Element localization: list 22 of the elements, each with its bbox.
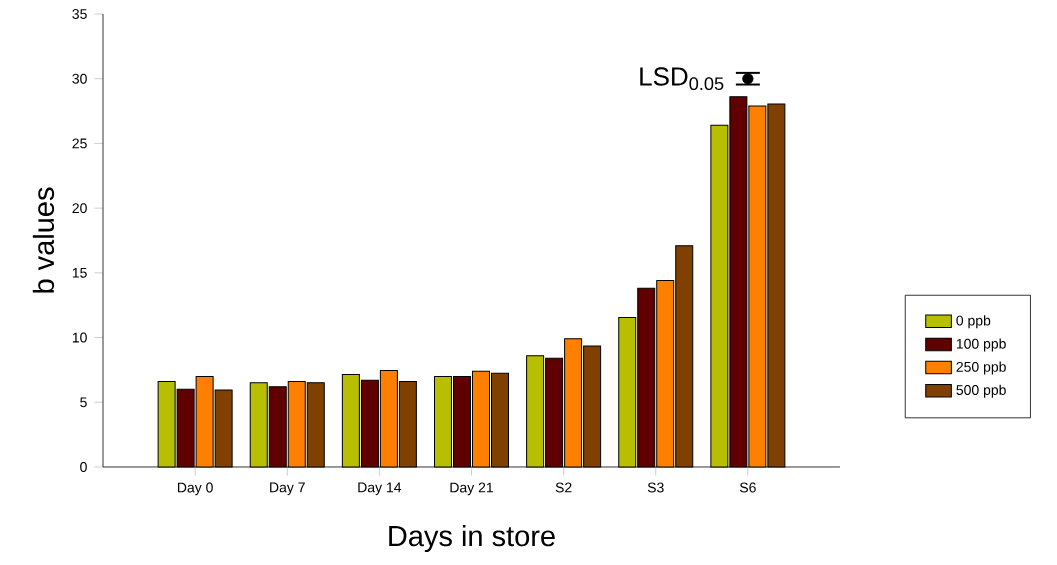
y-tick-label: 15	[72, 267, 87, 278]
x-tick-label: Day 0	[178, 482, 213, 496]
y-tick-label: 30	[72, 73, 87, 84]
x-tick-label: Day 14	[358, 482, 402, 496]
legend-label: 500 ppb	[956, 384, 1006, 398]
y-tick-label: 0	[80, 462, 87, 472]
y-axis-title: b values	[32, 187, 55, 293]
y-tick-label: 25	[72, 138, 87, 149]
y-tick-label: 5	[80, 397, 87, 408]
x-axis-title: Days in store	[389, 525, 555, 553]
legend-label: 250 ppb	[956, 361, 1006, 375]
y-tick-label: 35	[72, 9, 87, 19]
y-tick-label: 10	[72, 332, 87, 343]
annotation: LSD$_{0.05}$	[640, 67, 724, 91]
x-tick-label: S6	[739, 482, 756, 493]
x-tick-label: S3	[647, 482, 664, 493]
x-tick-label: Day 7	[270, 482, 305, 496]
legend-label: 0 ppb	[956, 315, 991, 329]
x-tick-label: S2	[555, 482, 572, 493]
legend-label: 100 ppb	[956, 338, 1006, 352]
x-tick-label: Day 21	[450, 482, 493, 496]
y-tick-label: 20	[72, 203, 87, 214]
